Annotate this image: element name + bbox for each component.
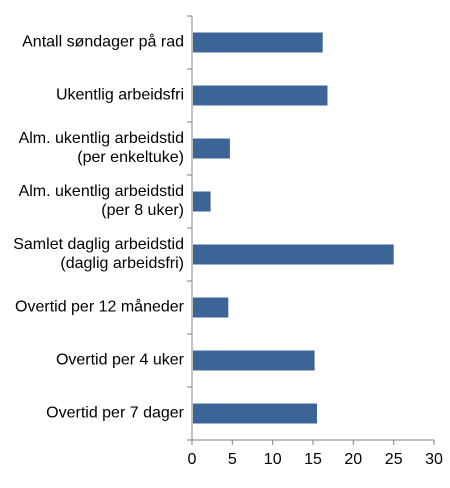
- category-label-2-line-1: (per enkeltuke): [77, 149, 184, 166]
- category-label-5-line-0: Overtid per 12 måneder: [15, 298, 185, 316]
- bar-3: [193, 191, 211, 212]
- category-labels-group: Antall søndager på rad Ukentlig arbeidsfr…: [13, 33, 184, 422]
- bars-group: [193, 32, 394, 424]
- category-label-1-line-0: Ukentlig arbeidsfri: [56, 87, 184, 104]
- category-label-0-line-0: Antall søndager på rad: [22, 33, 184, 51]
- category-label-6-line-0: Overtid per 4 uker: [56, 352, 185, 369]
- x-tick-label-6: 30: [425, 451, 443, 468]
- bar-6: [193, 350, 315, 371]
- category-label-7-line-0: Overtid per 7 dager: [46, 405, 185, 422]
- x-ticks-group: 0 5 10 15 20 25 30: [188, 440, 443, 468]
- x-tick-label-4: 20: [344, 451, 362, 468]
- bar-4: [193, 244, 394, 265]
- bar-5: [193, 297, 229, 318]
- category-label-2-line-0: Alm. ukentlig arbeidstid: [19, 130, 184, 147]
- x-tick-label-0: 0: [188, 451, 197, 468]
- x-tick-label-2: 10: [264, 451, 282, 468]
- category-label-3-line-0: Alm. ukentlig arbeidstid: [19, 183, 184, 200]
- axes-group: [187, 15, 434, 441]
- bar-7: [193, 403, 317, 424]
- category-label-4-line-1: (daglig arbeidsfri): [60, 255, 184, 272]
- x-tick-label-1: 5: [228, 451, 237, 468]
- bar-0: [193, 32, 323, 53]
- x-tick-label-5: 25: [385, 451, 403, 468]
- category-label-3-line-1: (per 8 uker): [101, 202, 184, 219]
- x-tick-label-3: 15: [304, 451, 322, 468]
- bar-2: [193, 138, 230, 159]
- bar-1: [193, 85, 328, 106]
- category-label-4-line-0: Samlet daglig arbeidstid: [13, 236, 184, 253]
